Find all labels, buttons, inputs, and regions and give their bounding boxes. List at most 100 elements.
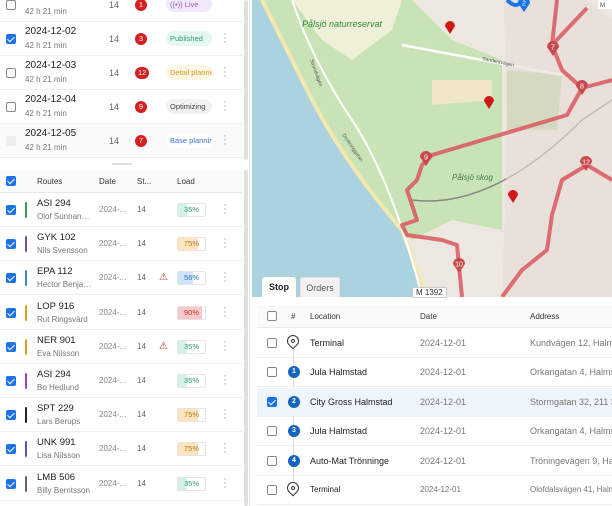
route-row[interactable]: LOP 916 Rut Ringsvärd 2024-... 14 90% · · · [0,296,242,330]
route-checkbox[interactable] [6,273,16,284]
stop-row[interactable]: 3 Jula Halmstad 2024-12-01 Orkangatan 4, Ha… [257,417,612,447]
plan-badge: 12 [135,67,150,79]
route-driver: Lisa Nilsson [37,451,81,461]
route-date: 2024-... [99,478,127,488]
more-icon[interactable]: · · · [223,267,227,288]
route-color-bar [25,270,27,287]
map-stop-marker[interactable]: 12 [580,156,592,171]
route-checkbox[interactable] [6,410,16,421]
stop-location: Jula Halmstad [310,367,368,378]
map-stop-marker[interactable]: 7 [547,41,559,56]
date-col-header[interactable]: Date [420,312,437,321]
map[interactable]: Pålsjö naturreservat Pålsjö skog Strandv… [252,0,612,297]
select-all-stops-checkbox[interactable] [267,311,277,321]
stop-checkbox[interactable] [267,485,277,495]
route-stops: 14 [137,478,146,488]
more-icon[interactable]: · · · [223,404,227,425]
route-checkbox[interactable] [6,307,16,318]
map-stop-marker[interactable]: 2 [518,0,530,12]
more-icon[interactable]: · · · [223,233,227,254]
stop-checkbox[interactable] [267,338,277,348]
address-col-header[interactable]: Address [530,312,560,321]
stop-row[interactable]: Terminal 2024-12-01 Olofdalsvägen 41, Halm… [257,476,612,505]
plan-row[interactable]: 2024-12-04 42 h 21 min 14 9 Optimizing · · · [0,90,242,124]
route-row[interactable]: UNK 991 Lisa Nilsson 2024-... 14 75% · · · [0,432,242,467]
plan-row[interactable]: 2024-12-03 42 h 21 min 14 12 Detail planning… [0,56,242,90]
stop-location: Auto-Mat Trönninge [310,455,390,466]
more-icon[interactable]: · · · [223,438,227,459]
more-icon[interactable]: · · · [223,130,227,150]
stop-row[interactable]: 4 Auto-Mat Trönninge 2024-12-01 Tröningeväg… [257,447,612,476]
plan-row[interactable]: 2024-12-02 42 h 21 min 14 3 Published · · · [0,22,242,56]
load-bar: 75% [177,237,206,252]
stop-row[interactable]: 2 City Gross Halmstad 2024-12-01 Stormgatan… [257,387,612,417]
plan-date: 2024-12-04 [25,94,77,105]
route-checkbox[interactable] [6,341,16,352]
more-icon[interactable]: · · · [223,199,227,219]
more-icon[interactable]: · · · [223,301,227,322]
route-row[interactable]: LMB 506 Billy Berntsson 2024-... 14 35% · · · [0,467,242,501]
more-icon[interactable]: · · · [223,472,227,493]
date-col-header[interactable]: Date [99,177,116,186]
more-icon[interactable]: · · · [223,370,227,390]
more-icon[interactable]: · · · [223,96,227,116]
route-name: LOP 916 [37,300,75,312]
route-name: ASI 294 [37,369,71,380]
route-row[interactable]: ASI 294 Bo Hedlund 2024-... 14 35% · · · [0,364,242,398]
stop-number: 2 [288,395,300,408]
location-col-header[interactable]: Location [310,312,341,321]
route-checkbox[interactable] [6,205,16,215]
tab-stop[interactable]: Stop [262,277,296,297]
plan-checkbox[interactable] [6,0,16,10]
svg-text:9: 9 [424,155,428,162]
stop-row[interactable]: Terminal 2024-12-01 Kundvägen 12, Halmstad [257,329,612,358]
route-stops: 14 [137,205,146,214]
load-label: 35% [183,478,199,488]
route-row[interactable]: NER 901 Eva Nilsson 2024-... 14 ⚠ 35% · · · [0,330,242,364]
map-pin-icon[interactable] [484,96,494,109]
select-all-routes-checkbox[interactable] [6,176,16,186]
route-row[interactable]: SPT 229 Lars Berups 2024-... 14 75% · · · [0,398,242,433]
route-name: NER 901 [37,334,76,346]
route-name: LMB 506 [37,471,76,483]
routes-col-header[interactable]: Routes [37,177,63,186]
plan-checkbox[interactable] [6,68,16,78]
stop-checkbox[interactable] [267,426,277,437]
scrollbar[interactable] [244,0,248,160]
map-pin-icon[interactable] [508,190,518,203]
load-label: 75% [183,410,199,420]
plan-checkbox[interactable] [6,136,16,146]
plan-checkbox[interactable] [6,34,16,44]
more-icon[interactable]: · · · [223,335,227,356]
route-checkbox[interactable] [6,376,16,386]
more-icon[interactable]: · · · [223,62,227,82]
stop-checkbox[interactable] [267,455,277,466]
map-stop-marker[interactable]: 10 [453,258,465,273]
route-stops: 14 [137,273,146,283]
map-pin-icon[interactable] [445,21,455,34]
stops-col-header[interactable]: St... [137,177,152,186]
load-fill [178,477,188,490]
svg-text:12: 12 [582,160,590,167]
more-icon[interactable]: · · · [223,28,227,48]
tab-orders[interactable]: Orders [300,277,340,297]
resize-handle[interactable] [112,163,132,165]
route-row[interactable]: ASI 294 Olof Sunnanstrand 2024-... 14 35% ··· [0,193,242,227]
stop-address: Orkangatan 4, Halmstad [530,367,612,378]
stop-checkbox[interactable] [267,367,277,378]
route-checkbox[interactable] [6,478,16,489]
stop-row[interactable]: 1 Jula Halmstad 2024-12-01 Orkangatan 4, Ha… [257,358,612,388]
stop-checkbox[interactable] [267,396,277,407]
scrollbar[interactable] [244,170,248,506]
stop-date: 2024-12-01 [420,426,467,437]
route-row[interactable]: EPA 112 Hector Benjamin 2024-... 14 ⚠ 56% · · · [0,261,242,296]
map-stop-marker[interactable]: 8 [576,80,588,95]
load-col-header[interactable]: Load [177,177,195,186]
plan-row[interactable]: 2024-12-05 42 h 21 min 14 7 Base planning ··· [0,124,242,158]
route-checkbox[interactable] [6,444,16,455]
plan-checkbox[interactable] [6,102,16,112]
route-checkbox[interactable] [6,239,16,250]
map-stop-marker[interactable]: 9 [420,151,432,166]
route-row[interactable]: GYK 102 Nils Svensson 2024-... 14 75% · · · [0,227,242,262]
plan-row[interactable]: 2024-12-01 42 h 21 min 14 1 ((•)) Live [0,0,242,22]
